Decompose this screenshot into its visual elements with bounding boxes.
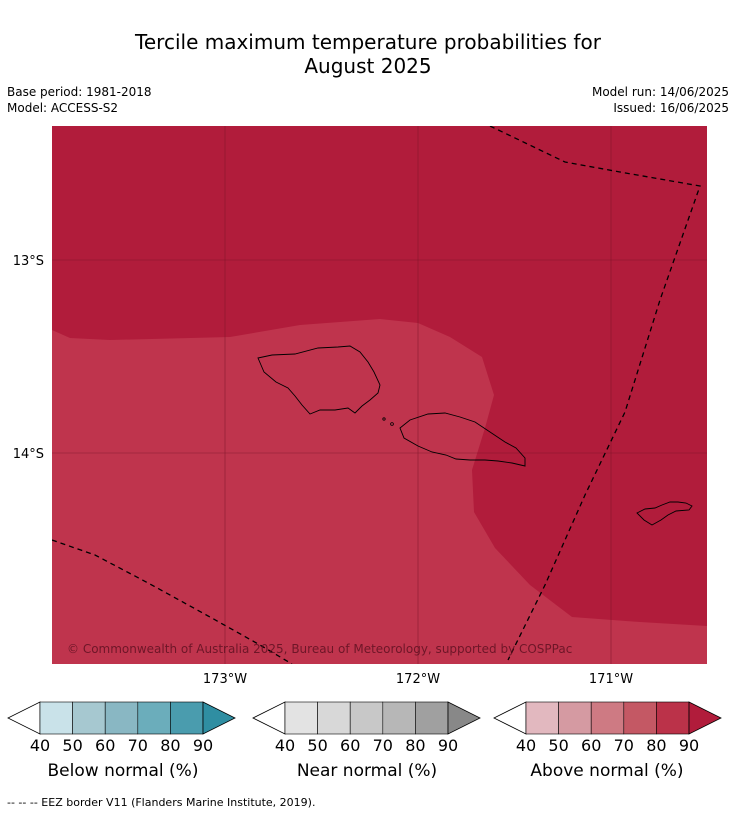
colorbar-under-arrow [493, 701, 527, 735]
colorbar-over-arrow [202, 701, 236, 735]
colorbar-segment [415, 701, 449, 735]
issued-date: Issued: 16/06/2025 [613, 101, 729, 115]
colorbar-tick-label: 90 [193, 736, 213, 755]
colorbar-tick-label: 70 [373, 736, 393, 755]
base-period: Base period: 1981-2018 [7, 85, 152, 99]
colorbar-tick-label: 80 [160, 736, 180, 755]
lat-label-13s: 13°S [13, 254, 44, 269]
lat-label-14s: 14°S [13, 447, 44, 462]
colorbar-label-above: Above normal (%) [530, 761, 684, 781]
colorbar-tick-label: 70 [614, 736, 634, 755]
eez-border [52, 126, 701, 664]
colorbar-segment [72, 701, 106, 735]
lon-label-171w: 171°W [589, 672, 633, 687]
colorbar-tick-label: 50 [548, 736, 568, 755]
map-title: Tercile maximum temperature probabilitie… [0, 30, 736, 78]
colorbar-segment [623, 701, 657, 735]
colorbar-under-arrow [252, 701, 286, 735]
colorbar-over-arrow [447, 701, 481, 735]
colorbars: 40 50 60 70 80 90 40 50 60 70 80 90 40 50 60 70 80 90 [7, 701, 722, 755]
eez-border-east [489, 126, 701, 661]
meta-right: Model run: 14/06/2025 Issued: 16/06/2025 [592, 84, 729, 116]
colorbar-segment [317, 701, 351, 735]
colorbar-tick-label: 40 [275, 736, 295, 755]
lon-label-172w: 172°W [396, 672, 440, 687]
model-run: Model run: 14/06/2025 [591, 85, 729, 99]
colorbar-tick-label: 60 [581, 736, 601, 755]
colorbar-above: 40 50 60 70 80 90 [493, 701, 722, 755]
colorbar-segment [170, 701, 204, 735]
colorbar-segment [590, 701, 625, 735]
colorbar-tick-label: 90 [679, 736, 699, 755]
upolu-island [399, 412, 526, 467]
colorbar-under-arrow [7, 701, 41, 735]
colorbar-tick-label: 80 [646, 736, 666, 755]
footer-note: -- -- -- EEZ border V11 (Flanders Marine… [7, 796, 316, 809]
colorbar-tick-label: 50 [307, 736, 327, 755]
colorbar-tick-label: 50 [62, 736, 82, 755]
colorbar-segment [39, 701, 73, 735]
colorbar-segment [656, 701, 690, 735]
colorbar-tick-label: 90 [438, 736, 458, 755]
colorbar-tick-label: 70 [128, 736, 148, 755]
colorbar-tick-label: 60 [340, 736, 360, 755]
colorbar-segment [284, 701, 318, 735]
meta-left: Base period: 1981-2018 Model: ACCESS-S2 [7, 84, 152, 116]
apolima-island [382, 417, 386, 421]
colorbar-tick-label: 80 [405, 736, 425, 755]
colorbar-label-near: Near normal (%) [296, 761, 438, 781]
colorbar-segment [558, 701, 592, 735]
copyright-text: © Commonwealth of Australia 2025, Bureau… [67, 642, 572, 656]
colorbar-segment [349, 701, 384, 735]
colorbar-tick-label: 40 [30, 736, 50, 755]
colorbar-label-below: Below normal (%) [47, 761, 199, 781]
colorbar-segment [137, 701, 171, 735]
title-line-2: August 2025 [304, 54, 432, 78]
savaii-island [257, 345, 381, 415]
title-line-1: Tercile maximum temperature probabilitie… [135, 30, 601, 54]
colorbar-below: 40 50 60 70 80 90 [7, 701, 236, 755]
manono-island [390, 422, 394, 426]
tutuila-island [636, 501, 693, 526]
colorbar-near: 40 50 60 70 80 90 [252, 701, 481, 755]
graticule [52, 126, 707, 664]
model-name: Model: ACCESS-S2 [7, 101, 119, 115]
eez-border-southwest [52, 539, 293, 664]
colorbar-over-arrow [688, 701, 722, 735]
colorbar-tick-label: 60 [95, 736, 115, 755]
colorbar-segment [104, 701, 139, 735]
colorbar-segment [382, 701, 416, 735]
colorbar-segment [525, 701, 559, 735]
probability-region-70-80 [52, 319, 707, 664]
lon-label-173w: 173°W [203, 672, 247, 687]
colorbar-tick-label: 40 [516, 736, 536, 755]
